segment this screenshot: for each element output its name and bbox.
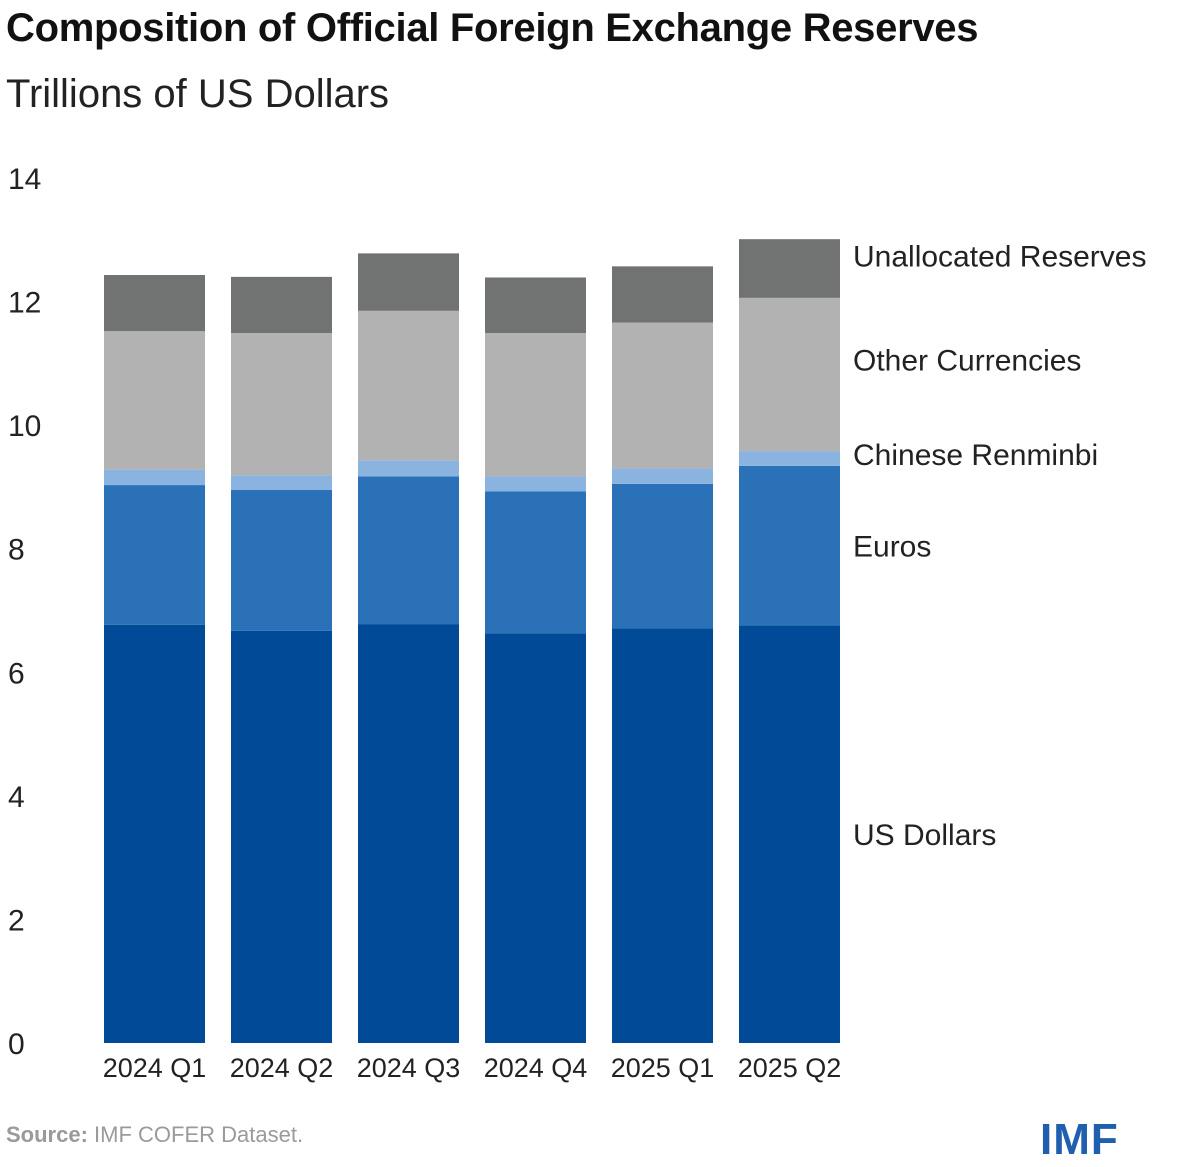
bar-segment-other-currencies — [231, 333, 332, 476]
bars — [104, 239, 840, 1043]
legend: US Dollars Euros Chinese Renminbi Other Cur… — [853, 241, 1146, 853]
bar-segment-euros — [739, 465, 840, 626]
x-tick-label: 2024 Q3 — [357, 1053, 461, 1083]
legend-label-euros: Euros — [853, 531, 931, 564]
bar-segment-us-dollars — [739, 625, 840, 1043]
bar-segment-chinese-renminbi — [485, 476, 586, 492]
legend-label-other-currencies: Other Currencies — [853, 344, 1081, 377]
bar-segment-euros — [612, 483, 713, 629]
x-tick-label: 2025 Q1 — [611, 1053, 715, 1083]
bar-segment-other-currencies — [485, 333, 586, 477]
legend-label-chinese-renminbi: Chinese Renminbi — [853, 439, 1098, 472]
x-tick-label: 2024 Q4 — [484, 1053, 588, 1083]
bar-segment-us-dollars — [612, 628, 713, 1043]
bar-segment-other-currencies — [612, 322, 713, 469]
bar-segment-us-dollars — [485, 633, 586, 1043]
bar-segment-other-currencies — [358, 310, 459, 461]
bar-segment-us-dollars — [358, 624, 459, 1043]
y-tick-label: 2 — [8, 904, 25, 937]
source-label: Source: — [6, 1122, 88, 1147]
x-tick-label: 2024 Q1 — [103, 1053, 207, 1083]
x-tick-label: 2025 Q2 — [738, 1053, 842, 1083]
source-text: IMF COFER Dataset. — [87, 1122, 304, 1147]
bar-segment-unallocated-reserves — [231, 276, 332, 334]
legend-label-us-dollars: US Dollars — [853, 819, 996, 852]
bar-segment-unallocated-reserves — [485, 277, 586, 334]
y-tick-label: 12 — [8, 287, 41, 320]
bar-segment-euros — [104, 485, 205, 625]
bar-segment-other-currencies — [739, 297, 840, 452]
y-tick-label: 10 — [8, 410, 41, 443]
bar-segment-unallocated-reserves — [358, 253, 459, 311]
bar-segment-other-currencies — [104, 331, 205, 470]
bar-segment-chinese-renminbi — [739, 451, 840, 466]
y-tick-label: 0 — [8, 1028, 25, 1061]
imf-logo: IMF — [1040, 1115, 1119, 1164]
y-tick-label: 14 — [8, 163, 41, 196]
bar-segment-chinese-renminbi — [104, 469, 205, 486]
bar-segment-us-dollars — [104, 624, 205, 1043]
bar-segment-euros — [485, 491, 586, 634]
source-note: Source: IMF COFER Dataset. — [6, 1122, 303, 1148]
stacked-bar-chart: 0 2 4 6 8 10 12 14 2024 Q1 2024 Q2 2024 Q3 2024 Q4… — [8, 163, 1146, 1083]
bar-segment-chinese-renminbi — [612, 468, 713, 484]
bar-segment-euros — [358, 476, 459, 625]
x-axis: 2024 Q1 2024 Q2 2024 Q3 2024 Q4 2025 Q1 2025 … — [103, 1053, 842, 1083]
chart-subtitle: Trillions of US Dollars — [6, 72, 390, 116]
bar-segment-chinese-renminbi — [231, 475, 332, 491]
bar-segment-euros — [231, 490, 332, 631]
bar-segment-us-dollars — [231, 630, 332, 1043]
y-tick-label: 8 — [8, 534, 25, 567]
bar-segment-chinese-renminbi — [358, 460, 459, 477]
y-tick-label: 4 — [8, 781, 25, 814]
bar-segment-unallocated-reserves — [739, 239, 840, 298]
bar-segment-unallocated-reserves — [104, 275, 205, 332]
y-axis: 0 2 4 6 8 10 12 14 — [8, 163, 41, 1061]
chart-title: Composition of Official Foreign Exchange… — [6, 6, 979, 50]
bar-segment-unallocated-reserves — [612, 266, 713, 323]
legend-label-unallocated-reserves: Unallocated Reserves — [853, 241, 1146, 274]
y-tick-label: 6 — [8, 657, 25, 690]
x-tick-label: 2024 Q2 — [230, 1053, 334, 1083]
